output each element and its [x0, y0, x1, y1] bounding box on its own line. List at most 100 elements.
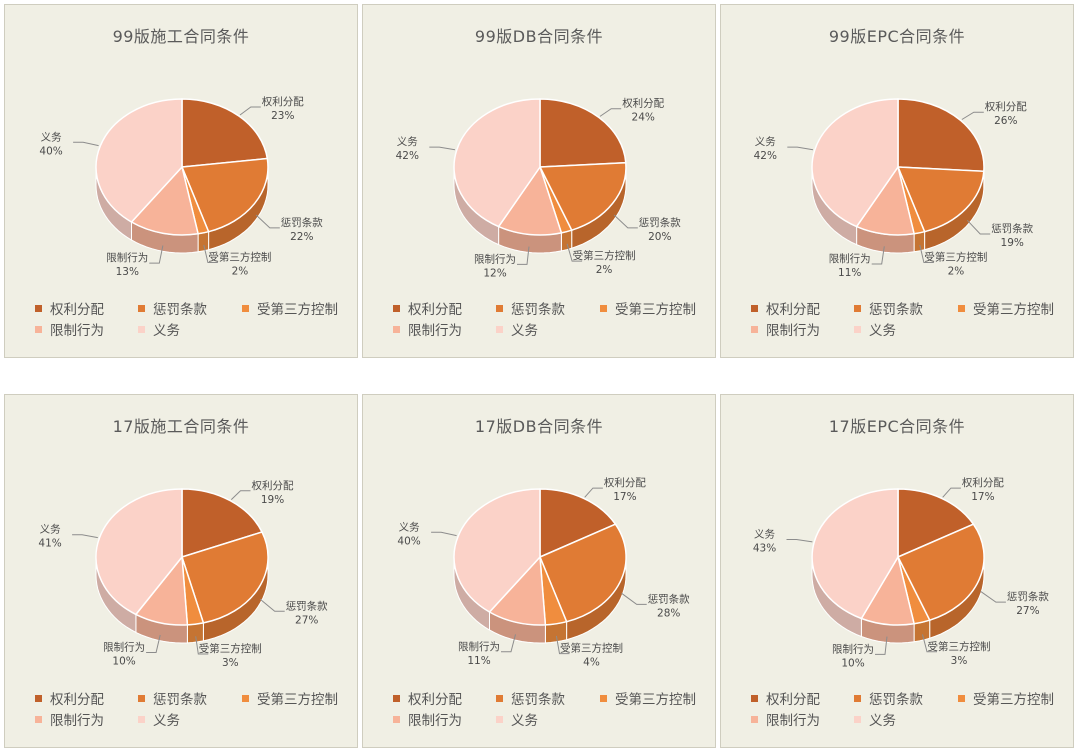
chart-panel: 99版施工合同条件 权利分配 23% 惩罚条款 22% 受第三方控制 2% 限制行为 13% 义务…: [4, 4, 358, 358]
legend-swatch: [35, 695, 42, 702]
legend-item: 惩罚条款: [854, 688, 923, 708]
legend-label: 惩罚条款: [511, 692, 565, 708]
legend-label: 限制行为: [408, 713, 462, 729]
legend-label: 义务: [869, 323, 896, 339]
leader-line: [961, 111, 984, 120]
data-label-category: 受第三方控制: [924, 251, 987, 264]
pie-slice-side: [186, 622, 204, 644]
leader-line: [871, 246, 885, 265]
legend-item: 受第三方控制: [242, 298, 338, 318]
data-label-category: 义务: [754, 528, 775, 541]
leader-line: [555, 635, 570, 655]
legend-swatch: [393, 326, 400, 333]
pie-chart: 权利分配 17% 惩罚条款 27% 受第三方控制 3% 限制行为 10% 义务 43%: [753, 476, 1050, 669]
legend-swatch: [393, 716, 400, 723]
legend-label: 受第三方控制: [257, 692, 338, 708]
legend-item: 限制行为: [35, 709, 104, 729]
data-label-category: 限制行为: [458, 640, 500, 653]
data-label-category: 限制行为: [103, 641, 145, 654]
data-label-value: 40%: [39, 145, 62, 157]
data-label-value: 22%: [290, 231, 313, 243]
leader-line: [149, 245, 164, 264]
legend-label: 义务: [153, 323, 180, 339]
leader-line: [980, 590, 1006, 603]
legend-swatch: [854, 326, 861, 333]
data-label-value: 13%: [116, 266, 139, 278]
data-label-value: 3%: [222, 657, 239, 669]
data-label-category: 义务: [40, 523, 61, 536]
data-label-value: 12%: [483, 267, 506, 279]
data-label-category: 受第三方控制: [928, 640, 991, 653]
data-label-value: 41%: [38, 538, 61, 550]
legend-item: 惩罚条款: [496, 688, 565, 708]
legend-item: 受第三方控制: [958, 688, 1054, 708]
chart-panel: 99版DB合同条件 权利分配 24% 惩罚条款 20% 受第三方控制 2% 限制行为 12% 义务…: [362, 4, 716, 358]
data-label-category: 限制行为: [832, 642, 874, 655]
legend-label: 惩罚条款: [869, 302, 923, 318]
chart-title: 99版EPC合同条件: [828, 27, 966, 46]
leader-line: [786, 539, 813, 543]
data-label-category: 惩罚条款: [991, 222, 1033, 235]
legend-item: 限制行为: [35, 319, 104, 339]
legend-item: 义务: [854, 319, 896, 339]
data-label-value: 20%: [648, 231, 671, 243]
leader-line: [613, 214, 638, 229]
legend-item: 惩罚条款: [854, 298, 923, 318]
data-label-category: 义务: [399, 520, 420, 533]
chart-title: 17版施工合同条件: [112, 417, 250, 436]
leader-line: [599, 108, 622, 117]
data-label-value: 17%: [613, 491, 636, 503]
legend-item: 惩罚条款: [496, 298, 565, 318]
legend-label: 义务: [511, 713, 538, 729]
legend-label: 权利分配: [766, 302, 820, 318]
data-label-category: 权利分配: [622, 97, 664, 110]
legend-label: 受第三方控制: [973, 302, 1054, 318]
leader-line: [566, 243, 583, 262]
legend-label: 惩罚条款: [511, 302, 565, 318]
pie-slice: [181, 98, 269, 168]
leader-line: [146, 634, 161, 653]
leader-line: [255, 214, 280, 229]
pie-slice: [181, 531, 269, 624]
data-label-value: 26%: [994, 115, 1017, 127]
pie-slice: [180, 157, 269, 233]
chart-title: 17版EPC合同条件: [828, 417, 966, 436]
data-label-category: 惩罚条款: [648, 592, 690, 605]
data-label-value: 23%: [271, 110, 294, 122]
data-label-category: 受第三方控制: [199, 642, 262, 655]
data-label-value: 10%: [112, 656, 135, 668]
pie-chart: 权利分配 24% 惩罚条款 20% 受第三方控制 2% 限制行为 12% 义务 42%: [396, 97, 682, 280]
chart-title: 99版施工合同条件: [112, 27, 250, 46]
legend-swatch: [854, 305, 861, 312]
leader-line: [230, 490, 251, 500]
pie-slice: [497, 165, 563, 236]
leader-line: [203, 244, 218, 263]
data-label-value: 28%: [657, 607, 680, 619]
legend-swatch: [751, 695, 758, 702]
legend-label: 限制行为: [766, 323, 820, 339]
leader-line: [431, 531, 457, 537]
legend-swatch: [138, 305, 145, 312]
legend-swatch: [496, 716, 503, 723]
legend-item: 权利分配: [35, 298, 104, 318]
data-label-category: 惩罚条款: [281, 216, 323, 229]
data-label-value: 42%: [396, 150, 419, 162]
legend-swatch: [854, 695, 861, 702]
data-label-value: 4%: [583, 657, 600, 669]
pie-slice: [539, 488, 617, 559]
pie-slice: [897, 98, 985, 173]
legend-item: 受第三方控制: [958, 298, 1054, 318]
legend-label: 权利分配: [766, 692, 820, 708]
legend-swatch: [496, 695, 503, 702]
leader-line: [922, 634, 937, 653]
chart-panel: 99版EPC合同条件 权利分配 26% 惩罚条款 19% 受第三方控制 2% 限制行为 11% 义…: [720, 4, 1074, 358]
data-label-value: 11%: [467, 655, 490, 667]
data-label-category: 权利分配: [262, 95, 304, 108]
legend-swatch: [600, 695, 607, 702]
leader-line: [259, 598, 285, 612]
pie-slice: [811, 488, 899, 620]
leader-line: [966, 219, 991, 235]
data-label-category: 权利分配: [252, 479, 294, 492]
data-label-category: 限制行为: [474, 252, 516, 265]
legend-label: 受第三方控制: [973, 692, 1054, 708]
